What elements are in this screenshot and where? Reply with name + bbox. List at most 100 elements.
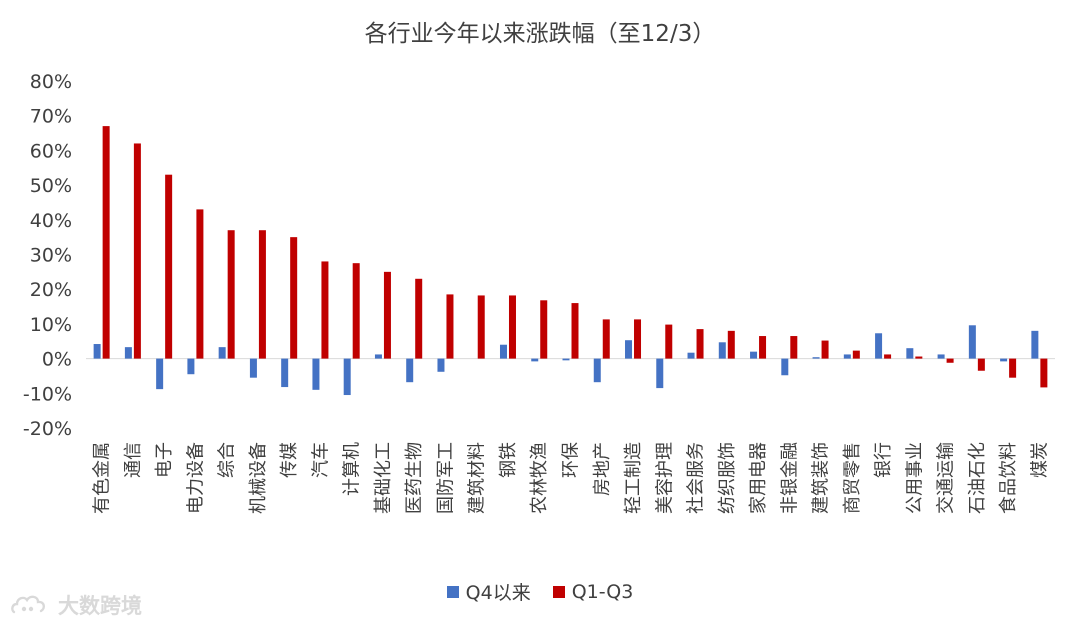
- bar-q4: [406, 358, 414, 383]
- legend-label-q1q3: Q1-Q3: [571, 580, 634, 603]
- y-tick-label: 60%: [30, 140, 72, 162]
- category-label: 钢铁: [498, 442, 519, 478]
- bar-q4: [968, 325, 976, 359]
- category-label: 农林牧渔: [529, 442, 550, 514]
- bar-q1q3: [884, 354, 892, 359]
- bar-q4: [156, 358, 164, 390]
- bar-q4: [249, 358, 257, 378]
- category-label: 社会服务: [686, 442, 707, 514]
- category-label: 煤炭: [1029, 442, 1050, 478]
- bar-q4: [906, 348, 914, 359]
- bar-q1q3: [821, 340, 829, 359]
- category-label: 房地产: [592, 442, 613, 496]
- category-label: 非银金融: [779, 442, 800, 514]
- category-label: 综合: [217, 442, 238, 478]
- y-tick-label: 10%: [30, 314, 72, 336]
- bar-q1q3: [759, 336, 767, 359]
- legend-swatch-q4: [446, 585, 459, 598]
- bar-q1q3: [696, 329, 704, 359]
- chart-title: 各行业今年以来涨跌幅（至12/3）: [364, 21, 716, 47]
- legend: Q4以来 Q1-Q3: [0, 578, 1080, 605]
- bar-q1q3: [352, 263, 360, 359]
- category-label: 有色金属: [92, 442, 113, 514]
- category-label: 电子: [154, 442, 175, 478]
- category-label: 美容护理: [654, 442, 675, 514]
- bar-q4: [312, 358, 320, 390]
- category-label: 通信: [123, 442, 144, 478]
- cloud-logo-icon: [11, 595, 46, 614]
- y-tick-label: -10%: [23, 383, 72, 405]
- category-label: 食品饮料: [998, 442, 1019, 514]
- watermark-text: 大数跨境: [58, 594, 142, 618]
- bar-q4: [812, 357, 820, 359]
- bar-q1q3: [727, 330, 735, 359]
- y-tick-label: 40%: [30, 210, 72, 232]
- legend-item-q4: Q4以来: [446, 578, 531, 605]
- category-label: 纺织服饰: [717, 442, 738, 514]
- bar-q1q3: [946, 358, 954, 363]
- category-label: 汽车: [310, 442, 331, 478]
- bar-q4: [343, 358, 351, 396]
- category-label: 建筑装饰: [811, 442, 832, 514]
- category-label: 基础化工: [373, 442, 394, 514]
- bar-q1q3: [321, 261, 329, 359]
- category-label: 国防军工: [435, 442, 456, 514]
- bar-q4: [656, 358, 664, 389]
- bar-q1q3: [852, 350, 860, 359]
- bar-q1q3: [571, 303, 579, 359]
- bar-q4: [1000, 358, 1008, 362]
- bar-q1q3: [383, 271, 391, 359]
- bar-q4: [937, 354, 945, 359]
- y-tick-label: 50%: [30, 175, 72, 197]
- legend-label-q4: Q4以来: [465, 582, 531, 604]
- y-tick-label: 20%: [30, 279, 72, 301]
- bar-q1q3: [602, 319, 610, 359]
- bar-q1q3: [102, 126, 110, 359]
- bar-q4: [843, 354, 851, 359]
- bar-q4: [1031, 330, 1039, 359]
- bar-q1q3: [508, 295, 516, 359]
- bar-q1q3: [977, 358, 985, 371]
- bar-q4: [187, 358, 195, 375]
- bar-q1q3: [133, 143, 141, 359]
- bar-q4: [374, 354, 382, 359]
- category-label: 公用事业: [904, 442, 925, 514]
- legend-swatch-q1q3: [552, 585, 565, 598]
- bar-q1q3: [1040, 358, 1048, 388]
- bar-q1q3: [446, 294, 454, 359]
- category-label: 传媒: [279, 442, 300, 478]
- y-tick-label: 0%: [42, 349, 72, 371]
- bar-q4: [781, 358, 789, 376]
- bar-q1q3: [196, 209, 204, 359]
- category-label: 机械设备: [248, 442, 269, 514]
- bar-q1q3: [1009, 358, 1017, 378]
- bar-q4: [687, 352, 695, 359]
- category-label: 石油石化: [967, 442, 988, 514]
- bar-q1q3: [415, 278, 423, 359]
- bar-q1q3: [290, 237, 298, 359]
- bar-q4: [562, 358, 570, 361]
- bar-q1q3: [915, 356, 923, 359]
- bar-q4: [437, 358, 445, 372]
- category-label: 医药生物: [404, 442, 425, 514]
- bar-q1q3: [634, 319, 642, 359]
- bar-q4: [625, 340, 633, 359]
- bar-q4: [718, 342, 726, 359]
- bar-q1q3: [165, 174, 173, 359]
- y-tick-label: 80%: [30, 71, 72, 93]
- y-tick-label: -20%: [23, 418, 72, 440]
- y-tick-label: 70%: [30, 106, 72, 128]
- bar-q4: [499, 344, 507, 359]
- bar-q4: [124, 347, 132, 359]
- category-label: 银行: [873, 442, 894, 478]
- bar-q4: [593, 358, 601, 383]
- bar-q1q3: [227, 230, 235, 359]
- legend-item-q1q3: Q1-Q3: [552, 580, 634, 603]
- bar-q1q3: [258, 230, 266, 359]
- bar-q4: [531, 358, 539, 362]
- bar-q1q3: [540, 300, 548, 359]
- bar-q4: [750, 351, 758, 359]
- bar-q1q3: [477, 295, 485, 359]
- bar-q4: [218, 347, 226, 359]
